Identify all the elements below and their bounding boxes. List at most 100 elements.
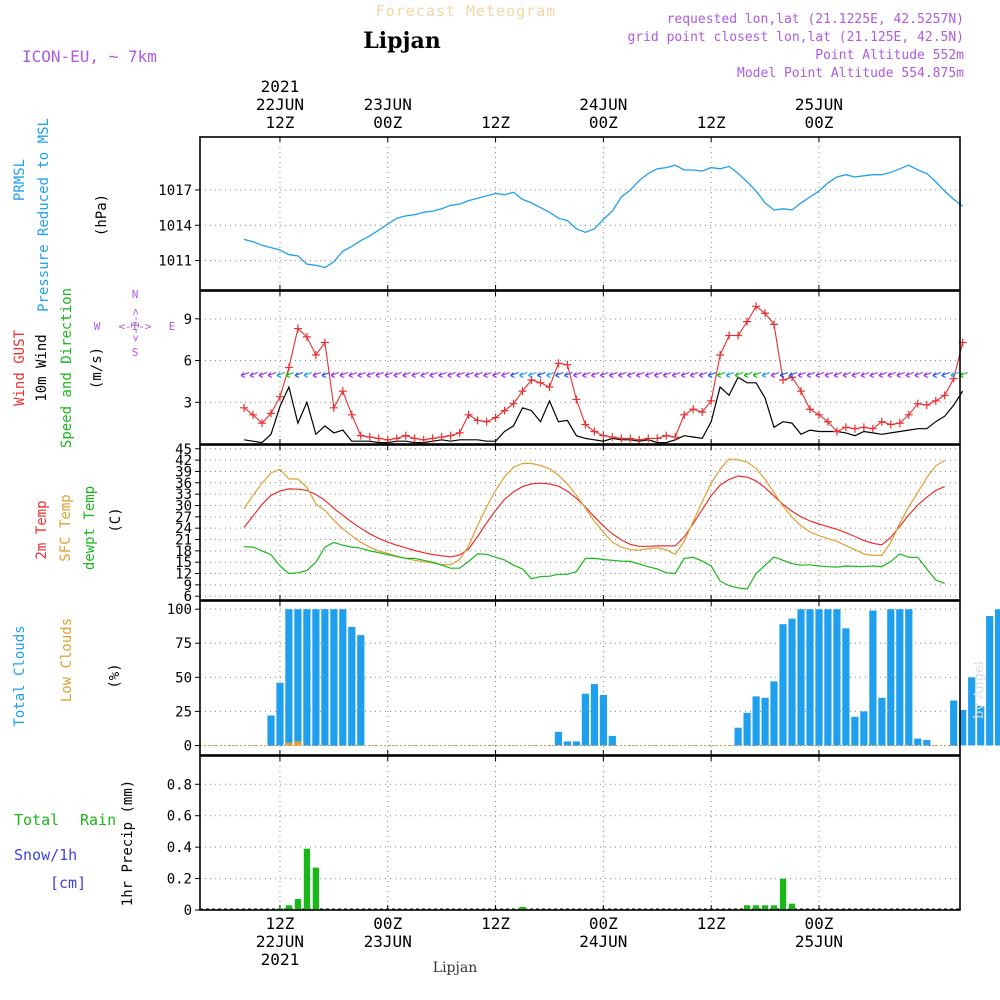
- clouds-total-bar: [563, 741, 571, 746]
- wind-direction-arrow: [393, 371, 402, 378]
- wind-gust-marker: [796, 387, 805, 396]
- wind-gust-marker: [770, 320, 779, 329]
- wind-gust-marker: [608, 433, 617, 442]
- wind-gust-marker: [240, 403, 249, 412]
- pressure-label-prmsl: PRMSL: [12, 159, 28, 201]
- wind-gust-marker: [805, 405, 814, 414]
- compass-west: W: [94, 320, 101, 333]
- precip-ytick-label-0: 0: [184, 903, 192, 919]
- wind-gust-marker: [886, 420, 895, 429]
- bottom-time-label: 00Z: [373, 914, 402, 933]
- wind-label-gust: Wind GUST: [12, 330, 28, 406]
- clouds-panel: 0 25 50 75 100: [167, 600, 1000, 756]
- clouds-total-bar: [312, 609, 320, 746]
- wind-gust-marker: [473, 416, 482, 425]
- footer-location: Lipjan: [433, 960, 477, 976]
- clouds-total-bar: [761, 697, 769, 746]
- bottom-time-label: 12Z: [481, 914, 510, 933]
- wind-gust-marker: [482, 417, 491, 426]
- location-title: Lipjan: [363, 28, 440, 54]
- wind-direction-arrow: [321, 371, 331, 378]
- precip-label-cm: [cm]: [50, 874, 86, 892]
- wind-direction-arrow: [878, 371, 888, 378]
- wind-direction-arrow: [653, 371, 663, 378]
- clouds-total-bar: [977, 705, 985, 746]
- wind-gust-marker: [626, 434, 635, 443]
- clouds-total-bar: [734, 727, 742, 746]
- wind-direction-arrow: [483, 371, 492, 378]
- wind-direction-arrow: [815, 371, 825, 378]
- clouds-total-bar: [824, 609, 832, 746]
- wind-gust-marker: [850, 424, 859, 433]
- clouds-total-bar: [905, 609, 913, 746]
- precip-axis-label: 1hr Precip (mm): [120, 780, 136, 906]
- requested-coordinates: requested lon,lat (21.1225E, 42.5257N): [667, 12, 964, 27]
- precip-label-rain: Rain: [80, 811, 116, 829]
- clouds-total-bar: [294, 609, 302, 746]
- wind-frame: [199, 290, 961, 445]
- wind-direction-arrow: [806, 371, 816, 378]
- clouds-total-bar: [887, 609, 895, 746]
- wind-direction-arrow: [492, 371, 501, 378]
- clouds-total-bar: [330, 609, 338, 746]
- wind-gust-marker: [347, 410, 356, 419]
- pressure-frame: [199, 136, 961, 291]
- wind-gust-marker: [680, 410, 689, 419]
- wind-gust-marker: [383, 435, 392, 444]
- wind-10m-line: [243, 376, 964, 444]
- wind-gust-marker: [653, 434, 662, 443]
- wind-direction-arrow: [761, 371, 771, 378]
- top-time-label: 24JUN: [579, 95, 627, 114]
- wind-gust-marker: [500, 406, 509, 415]
- clouds-ytick-label-2: 50: [175, 670, 192, 686]
- wind-gust-marker: [644, 434, 653, 443]
- precip-label-snow: Snow/1h: [14, 846, 77, 864]
- precip-panel: 0 0.2 0.4 0.6 0.8: [167, 755, 961, 919]
- wind-gust-marker: [293, 324, 302, 333]
- wind-direction-arrow: [366, 371, 375, 378]
- top-time-label: 00Z: [805, 113, 834, 132]
- wind-label-direction: Speed and Direction: [59, 288, 75, 448]
- wind-gust-marker: [922, 401, 931, 410]
- precip-rain-bar: [752, 905, 760, 910]
- wind-direction-arrow: [240, 371, 250, 378]
- wind-direction-arrow: [788, 371, 798, 378]
- top-time-label: 00Z: [373, 113, 402, 132]
- clouds-ytick-label-4: 100: [167, 602, 192, 618]
- clouds-total-bar: [348, 626, 356, 746]
- wind-gust-marker: [437, 433, 446, 442]
- clouds-total-bar: [285, 609, 293, 746]
- compass-ns-arrow: <-I->: [129, 308, 142, 341]
- wind-direction-arrow: [851, 371, 861, 378]
- temperature-labels: 2m Temp SFC Temp dewpt Temp (C): [34, 486, 124, 570]
- temp-ytick-label-10: 36: [175, 476, 192, 492]
- precip-rain-bar: [770, 905, 778, 910]
- wind-gust-marker: [554, 359, 563, 368]
- clouds-total-bar: [357, 635, 365, 746]
- precip-rain-bar: [743, 905, 751, 910]
- wind-direction-arrow: [617, 371, 627, 378]
- wind-gust-marker: [419, 435, 428, 444]
- clouds-total-bar: [743, 712, 751, 746]
- wind-direction-arrow: [429, 371, 438, 378]
- wind-direction-arrow: [680, 371, 690, 378]
- wind-gust-marker: [913, 399, 922, 408]
- wind-gust-marker: [266, 409, 275, 418]
- precip-label-total: Total: [14, 811, 59, 829]
- temp-ytick-label-0: 6: [184, 589, 192, 605]
- bottom-time-label: 23JUN: [364, 932, 412, 951]
- bottom-time-label: 00Z: [805, 914, 834, 933]
- wind-gust-marker: [518, 387, 527, 396]
- compass-north: N: [132, 288, 139, 301]
- wind-gust-marker: [716, 350, 725, 359]
- wind-gust-marker: [365, 433, 374, 442]
- clouds-label-total: Total Clouds: [12, 625, 28, 726]
- wind-direction-arrow: [896, 371, 906, 378]
- wind-label-10m: 10m Wind: [34, 334, 50, 401]
- wind-gust-marker: [940, 391, 949, 400]
- wind-direction-arrow: [950, 371, 959, 378]
- precip-rain-bar: [285, 905, 293, 910]
- wind-direction-arrow: [923, 371, 932, 378]
